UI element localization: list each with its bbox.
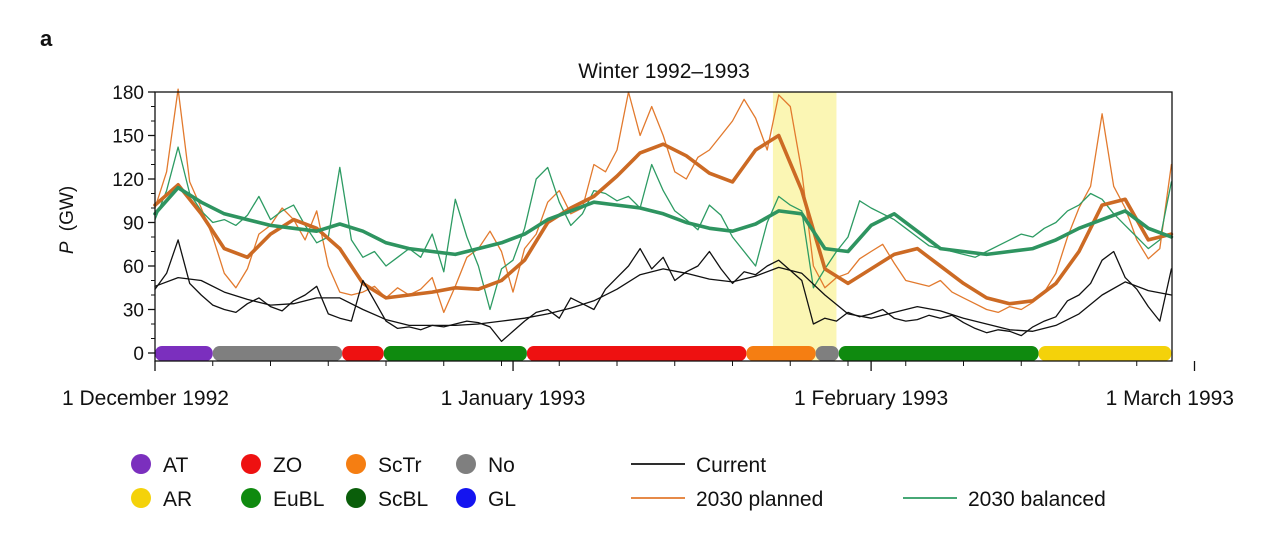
x-tick-label: 1 February 1993 — [794, 387, 948, 410]
y-tick-label: 180 — [112, 83, 144, 104]
y-tick-label: 90 — [123, 214, 144, 235]
x-tick-label: 1 December 1992 — [62, 387, 229, 410]
legend-marker-zo — [241, 454, 261, 474]
legend-label-current: Current — [696, 454, 766, 477]
regime-segment-eubl — [838, 346, 1039, 361]
legend-marker-gl — [456, 488, 476, 508]
legend-label-2030-balanced: 2030 balanced — [968, 488, 1106, 511]
legend-marker-sctr — [346, 454, 366, 474]
2030-planned-line — [154, 88, 1173, 314]
legend-label-2030-planned: 2030 planned — [696, 488, 823, 511]
2030-balanced-line — [154, 146, 1173, 311]
regime-segment-sctr — [746, 346, 816, 361]
regime-segment-ar — [1038, 346, 1172, 361]
regime-segment-zo — [526, 346, 747, 361]
legend-label-scbl: ScBL — [378, 488, 428, 511]
legend-label-sctr: ScTr — [378, 454, 422, 477]
regime-segment-zo — [342, 346, 384, 361]
x-tick-label: 1 January 1993 — [441, 387, 586, 410]
legend-marker-ar — [131, 488, 151, 508]
y-tick-label: 0 — [133, 344, 144, 365]
regime-segment-no — [815, 346, 839, 361]
panel-label: a — [40, 26, 53, 51]
y-tick-label: 120 — [112, 170, 144, 191]
y-axis-label: P (GW) — [57, 186, 78, 254]
legend-label-gl: GL — [488, 488, 516, 511]
legend-marker-eubl — [241, 488, 261, 508]
regime-segment-no — [212, 346, 343, 361]
regime-segment-eubl — [383, 346, 527, 361]
2030-planned-smoothed-line — [153, 133, 1174, 306]
current-smoothed-line — [154, 266, 1173, 332]
svg-text:P (GW): P (GW) — [57, 186, 78, 254]
y-tick-label: 60 — [123, 257, 144, 278]
y-axis-unit: (GW) — [57, 186, 78, 231]
legend-label-zo: ZO — [273, 454, 302, 477]
2030-balanced-smoothed-line — [153, 185, 1174, 257]
legend-marker-at — [131, 454, 151, 474]
y-axis-variable: P — [57, 241, 78, 254]
legend-label-no: No — [488, 454, 515, 477]
legend-marker-scbl — [346, 488, 366, 508]
legend-marker-no — [456, 454, 476, 474]
current-line — [154, 239, 1173, 343]
chart-title: Winter 1992–1993 — [578, 60, 750, 83]
legend-label-ar: AR — [163, 488, 192, 511]
legend-label-eubl: EuBL — [273, 488, 324, 511]
plot-frame — [154, 91, 1173, 362]
x-tick-label: 1 March 1993 — [1106, 387, 1234, 410]
y-tick-label: 30 — [123, 301, 144, 322]
regime-segment-at — [155, 346, 213, 361]
legend-label-at: AT — [163, 454, 188, 477]
y-tick-label: 150 — [112, 127, 144, 148]
